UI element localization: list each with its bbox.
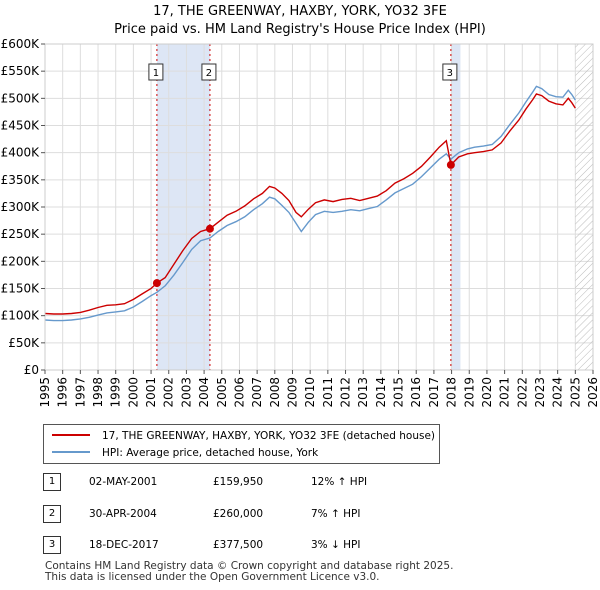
x-tick-label: 2019: [462, 377, 476, 408]
future-hatch: [575, 44, 593, 370]
transaction-number: 1: [43, 473, 61, 491]
transaction-date: 30-APR-2004: [89, 508, 157, 520]
x-tick-label: 2001: [144, 377, 158, 408]
series-line: [45, 93, 576, 315]
transaction-row: 2 30-APR-2004 £260,000 7% ↑ HPI: [43, 505, 463, 523]
transaction-price: £377,500: [213, 539, 264, 551]
series-line: [45, 85, 576, 322]
x-tick-label: 1999: [109, 377, 123, 408]
legend-item-hpi: HPI: Average price, detached house, York: [52, 445, 318, 461]
x-tick-label: 2022: [515, 377, 529, 408]
legend-item-property: 17, THE GREENWAY, HAXBY, YORK, YO32 3FE …: [52, 428, 435, 444]
y-tick-label: £600K: [1, 37, 41, 51]
y-tick-label: £250K: [1, 227, 41, 241]
chart-title: 17, THE GREENWAY, HAXBY, YORK, YO32 3FE: [153, 4, 447, 19]
y-tick-label: £550K: [1, 64, 41, 78]
x-tick-label: 2003: [179, 377, 193, 408]
x-tick-label: 2013: [356, 377, 370, 408]
x-tick-label: 1997: [73, 377, 87, 408]
x-tick-label: 2006: [232, 377, 246, 408]
transaction-label-box: [148, 63, 164, 81]
transaction-label-box: [201, 63, 217, 81]
x-tick-label: 2021: [498, 377, 512, 408]
x-tick-label: 1998: [91, 377, 105, 408]
x-tick-label: 2005: [215, 377, 229, 408]
transaction-label: 3: [447, 68, 453, 79]
y-tick-label: £300K: [1, 200, 41, 214]
grid: [44, 43, 594, 371]
x-tick-label: 2014: [374, 377, 388, 408]
transaction-date: 18-DEC-2017: [89, 539, 159, 551]
future-hatch-area: [575, 44, 593, 370]
transaction-price: £159,950: [213, 476, 264, 488]
transaction-date: 02-MAY-2001: [89, 476, 158, 488]
legend-swatch-blue: [52, 451, 90, 453]
footer-line-2: This data is licensed under the Open Gov…: [45, 571, 380, 583]
x-tick-label: 2009: [285, 377, 299, 408]
x-tick-label: 2024: [551, 377, 565, 408]
x-tick-label: 2018: [445, 377, 459, 408]
transaction-label: 1: [153, 68, 159, 79]
transaction-label: 2: [206, 68, 212, 79]
transaction-markers: [152, 160, 455, 288]
transaction-hpi: 12% ↑ HPI: [311, 476, 368, 488]
x-tick-label: 2025: [568, 377, 582, 408]
x-tick-label: 2008: [268, 377, 282, 408]
chart-subtitle: Price paid vs. HM Land Registry's House …: [114, 22, 486, 37]
axes: £0 £50K £100K £150K £200K £250K £300K £350K £400…: [1, 37, 600, 408]
transaction-marker: [446, 160, 455, 169]
legend-label-hpi: HPI: Average price, detached house, York: [102, 447, 319, 459]
legend: 17, THE GREENWAY, HAXBY, YORK, YO32 3FE …: [43, 424, 440, 464]
y-tick-label: £200K: [1, 254, 41, 268]
footer-line-1: Contains HM Land Registry data © Crown c…: [45, 560, 454, 572]
transaction-row: 3 18-DEC-2017 £377,500 3% ↓ HPI: [43, 536, 463, 554]
x-tick-label: 2011: [321, 377, 335, 408]
x-tick-label: 2020: [480, 377, 494, 408]
transaction-number: 2: [43, 505, 61, 523]
legend-swatch-red: [52, 434, 90, 436]
x-tick-label: 1996: [56, 377, 70, 408]
y-tick-label: £500K: [1, 91, 41, 105]
transaction-label-box: [442, 63, 458, 81]
x-tick-label: 2010: [303, 377, 317, 408]
y-tick-label: £400K: [1, 146, 41, 160]
transaction-number: 3: [43, 536, 61, 554]
x-tick-label: 2023: [533, 377, 547, 408]
x-tick-label: 2026: [586, 377, 600, 408]
x-tick-label: 2012: [339, 377, 353, 408]
series-lines: [45, 85, 576, 322]
price-chart: 17, THE GREENWAY, HAXBY, YORK, YO32 3FE …: [1, 4, 600, 408]
y-tick-label: £0: [24, 363, 39, 377]
footer: Contains HM Land Registry data © Crown c…: [45, 561, 453, 583]
y-tick-label: £50K: [8, 336, 40, 350]
x-tick-label: 2004: [197, 377, 211, 408]
transaction-price: £260,000: [213, 508, 264, 520]
transaction-vlines: 1 2 3: [148, 44, 458, 370]
y-tick-label: £100K: [1, 309, 41, 323]
x-tick-label: 2000: [126, 377, 140, 408]
legend-label-property: 17, THE GREENWAY, HAXBY, YORK, YO32 3FE …: [102, 430, 436, 442]
transaction-hpi: 3% ↓ HPI: [311, 539, 361, 551]
x-tick-label: 2017: [427, 377, 441, 408]
y-tick-label: £150K: [1, 282, 41, 296]
x-tick-label: 2015: [392, 377, 406, 408]
y-tick-label: £450K: [1, 119, 41, 133]
x-tick-label: 2016: [409, 377, 423, 408]
x-tick-label: 2007: [250, 377, 264, 408]
x-tick-label: 1995: [38, 377, 52, 408]
transaction-hpi: 7% ↑ HPI: [311, 508, 361, 520]
x-tick-label: 2002: [162, 377, 176, 408]
y-tick-label: £350K: [1, 173, 41, 187]
transaction-marker: [152, 279, 161, 288]
transaction-row: 1 02-MAY-2001 £159,950 12% ↑ HPI: [43, 473, 463, 491]
transaction-marker: [205, 224, 214, 233]
